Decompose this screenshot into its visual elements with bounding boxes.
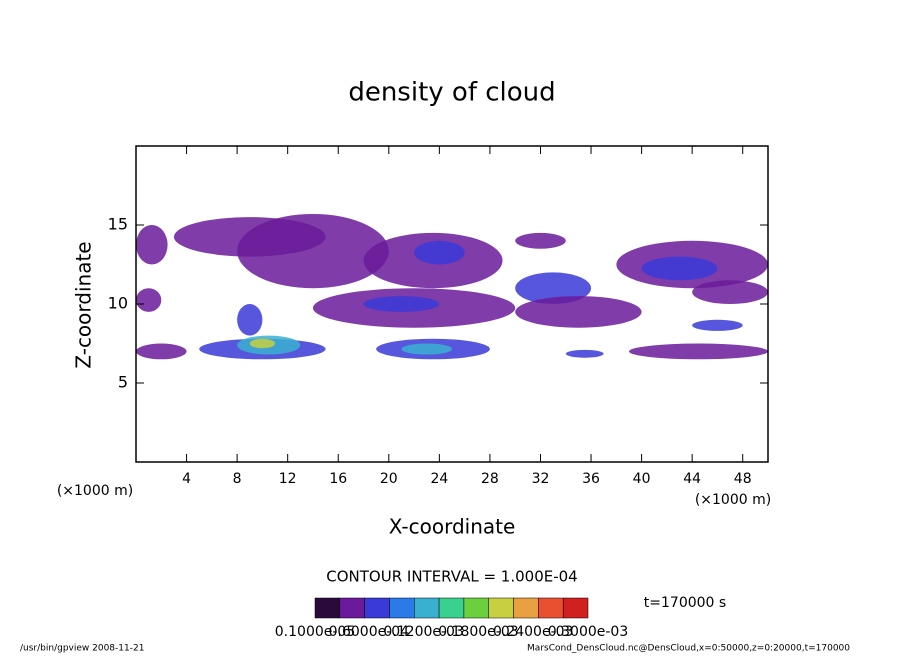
x-tick-label: 24 bbox=[430, 471, 448, 487]
colorbar-swatch bbox=[364, 597, 390, 619]
cloud-region bbox=[692, 319, 743, 331]
x-tick-label: 40 bbox=[633, 471, 651, 487]
colorbar-swatch bbox=[488, 597, 514, 619]
x-tick-label: 12 bbox=[279, 471, 297, 487]
colorbar-label: 0.2400e-03 bbox=[493, 624, 573, 640]
colorbar-label: 0.1000e-05 bbox=[275, 624, 355, 640]
colorbar-swatch bbox=[389, 597, 415, 619]
colorbar-swatch bbox=[463, 597, 489, 619]
cloud-region bbox=[515, 296, 642, 328]
time-label: t=170000 s bbox=[644, 595, 726, 611]
colorbar-label: 0.1800e-03 bbox=[438, 624, 518, 640]
y-tick-label: 5 bbox=[118, 373, 128, 392]
cloud-region bbox=[414, 240, 465, 265]
cloud-region bbox=[136, 225, 168, 265]
colorbar-swatch bbox=[562, 597, 589, 619]
cloud-region bbox=[515, 232, 566, 249]
footer: MarsCond_DensCloud.nc@DensCloud,x=0:5000… bbox=[527, 644, 850, 654]
y-axis-label: Z-coordinate bbox=[72, 241, 96, 368]
x-axis-label: X-coordinate bbox=[389, 515, 516, 539]
cloud-region bbox=[628, 343, 768, 360]
contour-interval: CONTOUR INTERVAL = 1.000E-04 bbox=[326, 568, 577, 586]
x-unit: (×1000 m) bbox=[695, 492, 771, 508]
colorbar-swatch bbox=[339, 597, 365, 619]
cloud-region bbox=[641, 256, 718, 281]
x-tick-label: 44 bbox=[683, 471, 701, 487]
y-tick-label: 10 bbox=[108, 294, 128, 313]
cloud-region bbox=[237, 304, 263, 336]
cloud-region bbox=[136, 288, 162, 312]
cloud-region bbox=[692, 280, 768, 304]
cloud-region bbox=[363, 296, 440, 312]
x-tick-label: 36 bbox=[582, 471, 600, 487]
x-tick-label: 48 bbox=[734, 471, 752, 487]
colorbar-swatch bbox=[513, 597, 539, 619]
colorbar-swatch bbox=[538, 597, 564, 619]
x-tick-label: 4 bbox=[182, 471, 191, 487]
x-tick-label: 16 bbox=[329, 471, 347, 487]
cloud-region bbox=[136, 343, 187, 360]
cloud-region bbox=[249, 338, 276, 349]
colorbar-label: 0.1200e-03 bbox=[383, 624, 463, 640]
cloud-region bbox=[515, 272, 592, 305]
colorbar-label: 0.3000e-03 bbox=[548, 624, 628, 640]
cloud-region bbox=[565, 349, 604, 358]
chart-title: density of cloud bbox=[348, 78, 555, 108]
x-tick-label: 8 bbox=[233, 471, 242, 487]
colorbar-swatch bbox=[314, 597, 341, 619]
x-tick-label: 32 bbox=[532, 471, 550, 487]
colorbar-swatch bbox=[414, 597, 440, 619]
colorbar-label: 0.6000e-04 bbox=[329, 624, 410, 640]
x-tick-label: 20 bbox=[380, 471, 398, 487]
cloud-region bbox=[401, 343, 452, 355]
footer: /usr/bin/gpview 2008-11-21 bbox=[20, 644, 144, 654]
y-tick-label: 15 bbox=[108, 215, 128, 234]
x-unit: (×1000 m) bbox=[57, 483, 133, 499]
cloud-region bbox=[237, 213, 389, 289]
x-tick-label: 28 bbox=[481, 471, 499, 487]
colorbar-swatch bbox=[438, 597, 465, 619]
